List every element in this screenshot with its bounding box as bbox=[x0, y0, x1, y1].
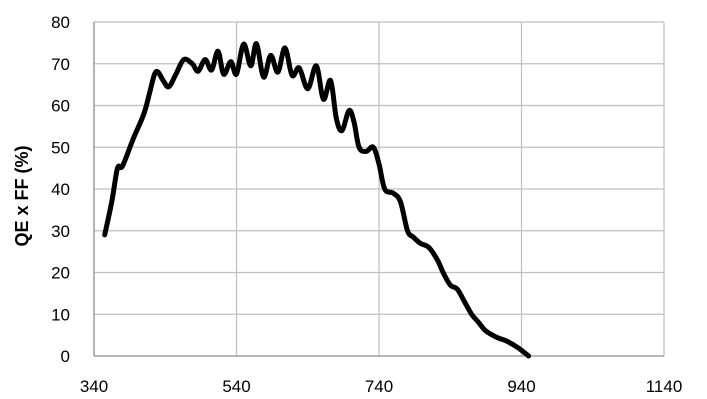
x-tick-label: 540 bbox=[222, 377, 250, 396]
x-tick-label: 940 bbox=[507, 377, 535, 396]
y-tick-label: 50 bbox=[51, 138, 70, 157]
x-tick-label: 740 bbox=[365, 377, 393, 396]
tick-labels: 0 10 20 30 40 50 60 70 80 340 540 740 940 1140 bbox=[51, 13, 682, 396]
y-tick-label: 70 bbox=[51, 55, 70, 74]
y-tick-label: 0 bbox=[61, 347, 70, 366]
y-tick-label: 60 bbox=[51, 97, 70, 116]
series bbox=[102, 41, 532, 359]
x-tick-label: 1140 bbox=[646, 377, 683, 396]
y-tick-label: 20 bbox=[51, 264, 70, 283]
x-tick-label: 340 bbox=[80, 377, 108, 396]
y-tick-label: 40 bbox=[51, 180, 70, 199]
y-tick-label: 80 bbox=[51, 13, 70, 32]
y-axis-label: QE x FF (%) bbox=[12, 145, 32, 246]
y-tick-label: 10 bbox=[51, 305, 70, 324]
axes bbox=[93, 22, 664, 357]
qe-ff-line bbox=[102, 41, 532, 359]
y-tick-label: 30 bbox=[51, 222, 70, 241]
